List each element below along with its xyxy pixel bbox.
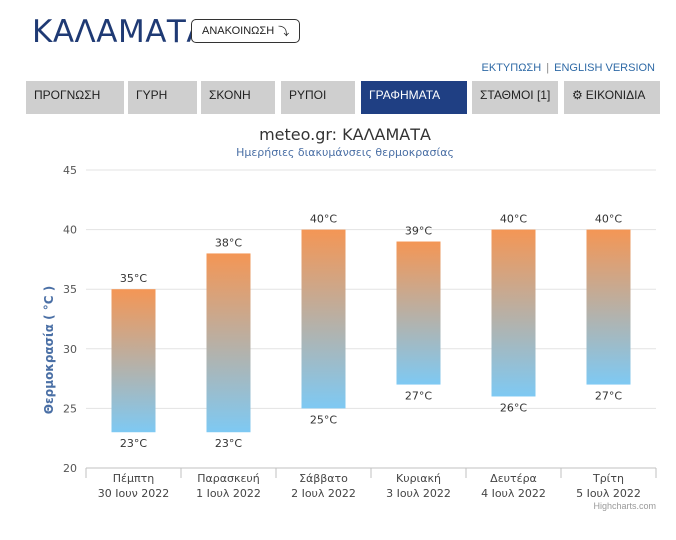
x-tick-date: 5 Ιουλ 2022 (576, 487, 641, 500)
temperature-range-bar[interactable] (396, 241, 441, 385)
x-tick-day: Παρασκευή (197, 472, 260, 485)
min-temp-label: 27°C (405, 390, 432, 403)
chart-subtitle: Ημερήσιες διακυμάνσεις θερμοκρασίας (236, 146, 454, 159)
tab-dust[interactable]: ΣΚΟΝΗ (201, 81, 275, 114)
tab-label: ΕΙΚΟΝΙΔΙΑ (585, 88, 646, 102)
tab-label: ΡΥΠΟΙ (289, 88, 327, 102)
highcharts-credits[interactable]: Highcharts.com (593, 501, 656, 511)
tab-pollen[interactable]: ΓΥΡΗ (128, 81, 197, 114)
max-temp-label: 40°C (500, 213, 527, 226)
grid-lines (86, 169, 656, 469)
min-temp-label: 27°C (595, 390, 622, 403)
x-tick-day: Κυριακή (396, 472, 441, 485)
english-version-link[interactable]: ENGLISH VERSION (554, 62, 655, 74)
temperature-range-bar[interactable] (586, 229, 631, 385)
x-tick-day: Σάββατο (299, 472, 348, 485)
tab-label: ΣΤΑΘΜΟΙ [1] (480, 88, 551, 102)
print-link[interactable]: ΕΚΤΥΠΩΣΗ (481, 62, 542, 74)
y-tick-label: 25 (63, 402, 77, 415)
top-links: ΕΚΤΥΠΩΣΗ | ENGLISH VERSION (482, 62, 655, 74)
temperature-range-bar[interactable] (301, 229, 346, 409)
arrow-turn-icon: ⤵ (278, 26, 290, 38)
min-temp-label: 26°C (500, 401, 527, 414)
temperature-range-bar[interactable] (206, 253, 251, 433)
x-tick-day: Δευτέρα (490, 472, 537, 485)
x-tick-date: 1 Ιουλ 2022 (196, 487, 261, 500)
tab-widgets[interactable]: ⚙ ΕΙΚΟΝΙΔΙΑ (564, 81, 660, 114)
data-labels: 35°C 23°C 38°C 23°C 40°C 25°C 39°C 27°C 40°C 26°C… (120, 213, 622, 451)
tab-forecast[interactable]: ΠΡΟΓΝΩΣΗ (26, 81, 124, 114)
y-tick-label: 40 (63, 224, 77, 237)
x-tick-day: Τρίτη (592, 472, 624, 485)
y-axis-ticks: 20 25 30 35 40 45 (63, 164, 77, 475)
x-tick-date: 2 Ιουλ 2022 (291, 487, 356, 500)
tab-stations[interactable]: ΣΤΑΘΜΟΙ [1] (472, 81, 558, 114)
tab-label: ΠΡΟΓΝΩΣΗ (34, 88, 101, 102)
max-temp-label: 40°C (595, 213, 622, 226)
temperature-chart: meteo.gr: ΚΑΛΑΜΑΤΑ Ημερήσιες διακυμάνσει… (0, 118, 676, 518)
link-separator: | (546, 62, 550, 74)
temperature-range-bar[interactable] (111, 289, 156, 433)
x-tick-day: Πέμπτη (113, 472, 154, 485)
page-title: ΚΑΛΑΜΑΤΑ (32, 14, 209, 50)
y-tick-label: 35 (63, 283, 77, 296)
max-temp-label: 35°C (120, 272, 147, 285)
y-tick-label: 30 (63, 343, 77, 356)
tab-charts[interactable]: ΓΡΑΦΗΜΑΤΑ (361, 81, 467, 114)
min-temp-label: 23°C (215, 437, 242, 450)
min-temp-label: 25°C (310, 413, 337, 426)
chart-svg: meteo.gr: ΚΑΛΑΜΑΤΑ Ημερήσιες διακυμάνσει… (42, 125, 657, 500)
bars (111, 229, 631, 433)
gear-icon: ⚙ (572, 88, 583, 102)
chart-title: meteo.gr: ΚΑΛΑΜΑΤΑ (259, 125, 431, 144)
announcement-button[interactable]: ΑΝΑΚΟΙΝΩΣΗ ⤵ (191, 19, 301, 43)
temperature-range-bar[interactable] (491, 229, 536, 397)
max-temp-label: 39°C (405, 225, 432, 238)
x-tick-date: 30 Ιουν 2022 (98, 487, 169, 500)
x-axis-ticks: Πέμπτη 30 Ιουν 2022 Παρασκευή 1 Ιουλ 2022 Σά… (85, 468, 657, 500)
x-tick-date: 4 Ιουλ 2022 (481, 487, 546, 500)
max-temp-label: 38°C (215, 236, 242, 249)
tab-label: ΓΡΑΦΗΜΑΤΑ (369, 88, 441, 102)
y-axis-title: Θερμοκρασία ( °C ) (42, 286, 56, 414)
x-tick-date: 3 Ιουλ 2022 (386, 487, 451, 500)
announcement-label: ΑΝΑΚΟΙΝΩΣΗ (202, 25, 275, 37)
tab-label: ΣΚΟΝΗ (209, 88, 251, 102)
y-tick-label: 45 (63, 164, 77, 177)
y-tick-label: 20 (63, 462, 77, 475)
tab-label: ΓΥΡΗ (136, 88, 168, 102)
tab-pollutants[interactable]: ΡΥΠΟΙ (281, 81, 355, 114)
min-temp-label: 23°C (120, 437, 147, 450)
max-temp-label: 40°C (310, 213, 337, 226)
